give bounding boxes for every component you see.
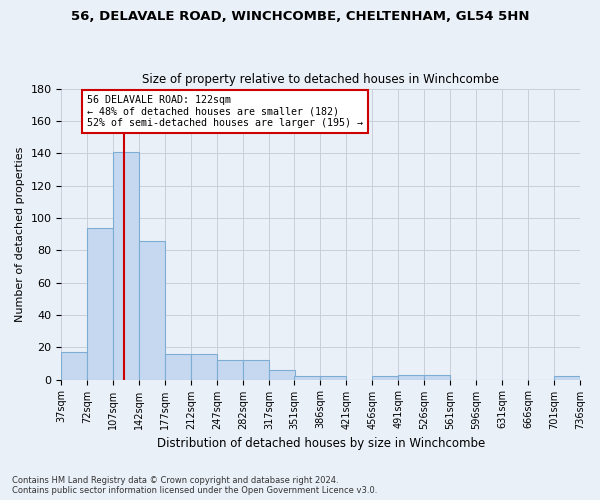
Bar <box>191 354 217 380</box>
Bar <box>554 376 580 380</box>
Text: Contains HM Land Registry data © Crown copyright and database right 2024.
Contai: Contains HM Land Registry data © Crown c… <box>12 476 377 495</box>
Y-axis label: Number of detached properties: Number of detached properties <box>15 146 25 322</box>
Bar <box>217 360 243 380</box>
Bar <box>320 376 346 380</box>
Bar <box>165 354 191 380</box>
Bar <box>113 152 139 380</box>
Bar <box>139 240 165 380</box>
Bar <box>424 374 450 380</box>
Bar <box>398 374 424 380</box>
Bar <box>243 360 269 380</box>
Bar <box>295 376 320 380</box>
Title: Size of property relative to detached houses in Winchcombe: Size of property relative to detached ho… <box>142 73 499 86</box>
Bar <box>61 352 88 380</box>
Bar <box>88 228 113 380</box>
Text: 56, DELAVALE ROAD, WINCHCOMBE, CHELTENHAM, GL54 5HN: 56, DELAVALE ROAD, WINCHCOMBE, CHELTENHA… <box>71 10 529 23</box>
Bar <box>269 370 295 380</box>
X-axis label: Distribution of detached houses by size in Winchcombe: Distribution of detached houses by size … <box>157 437 485 450</box>
Bar <box>372 376 398 380</box>
Text: 56 DELAVALE ROAD: 122sqm
← 48% of detached houses are smaller (182)
52% of semi-: 56 DELAVALE ROAD: 122sqm ← 48% of detach… <box>88 95 364 128</box>
